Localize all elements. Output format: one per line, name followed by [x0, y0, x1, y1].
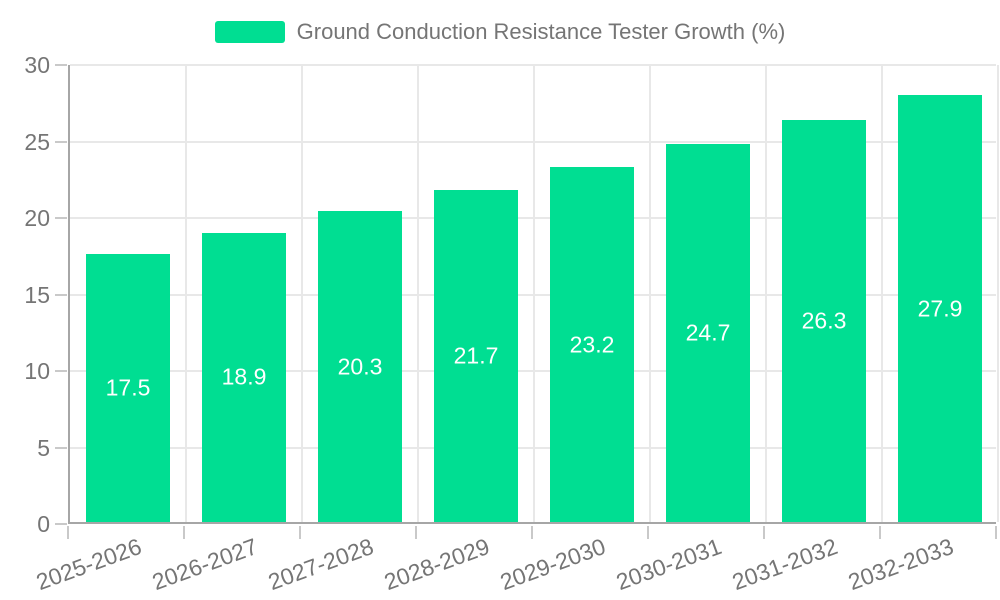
gridline-vertical: [301, 65, 303, 522]
gridline-vertical: [997, 65, 999, 522]
x-axis-tick: [647, 526, 649, 539]
bar[interactable]: 17.5: [86, 254, 170, 522]
y-axis-tick-label: 25: [24, 128, 50, 155]
y-axis-tick: [55, 140, 67, 143]
x-axis-tick: [531, 526, 533, 539]
bar-value-label: 24.7: [685, 319, 731, 346]
y-axis-tick-label: 30: [24, 52, 50, 78]
x-axis-tick: [415, 526, 417, 539]
bar-value-label: 17.5: [105, 374, 151, 401]
bar-value-label: 27.9: [917, 295, 963, 322]
bar[interactable]: 18.9: [202, 232, 286, 522]
bar[interactable]: 24.7: [666, 144, 750, 522]
gridline-vertical: [649, 65, 651, 522]
x-axis-tick: [879, 526, 881, 539]
y-axis-tick: [55, 293, 67, 296]
gridline-vertical: [533, 65, 535, 522]
bar-value-label: 26.3: [801, 307, 847, 334]
y-axis-tick: [55, 217, 67, 219]
bar[interactable]: 21.7: [434, 190, 518, 522]
gridline-vertical: [881, 65, 883, 522]
y-axis-tick-label: 5: [37, 434, 50, 461]
x-axis-tick: [67, 526, 69, 539]
y-axis-tick-label: 20: [24, 205, 50, 231]
y-axis-tick: [55, 446, 67, 449]
bar[interactable]: 20.3: [318, 211, 402, 522]
y-axis-tick-label: 0: [37, 511, 50, 537]
plot-area: 17.5 18.9 20.3 21.7 23.2 24.7 26.3 27.9: [68, 64, 999, 524]
x-axis-tick: [299, 526, 301, 539]
bar[interactable]: 23.2: [550, 167, 634, 522]
bar-value-label: 21.7: [453, 342, 499, 369]
y-axis-tick: [55, 523, 67, 525]
x-axis-tick: [995, 526, 997, 539]
gridline-vertical: [185, 65, 187, 522]
y-axis-tick: [55, 370, 67, 372]
legend-label[interactable]: Ground Conduction Resistance Tester Grow…: [296, 19, 786, 44]
y-axis-tick-label: 10: [24, 358, 50, 384]
gridline-vertical: [417, 65, 419, 522]
gridline-vertical: [765, 65, 767, 522]
x-axis-tick: [183, 526, 185, 539]
bar-value-label: 20.3: [337, 353, 383, 380]
legend-swatch[interactable]: [214, 21, 285, 43]
bar[interactable]: 26.3: [782, 119, 866, 522]
bar-value-label: 18.9: [221, 363, 267, 390]
y-axis-tick-label: 15: [24, 281, 50, 308]
bar-value-label: 23.2: [569, 331, 615, 358]
y-axis-tick: [55, 64, 67, 66]
legend[interactable]: Ground Conduction Resistance Tester Grow…: [0, 18, 1000, 46]
x-axis-tick: [763, 526, 765, 539]
bar[interactable]: 27.9: [898, 95, 982, 522]
